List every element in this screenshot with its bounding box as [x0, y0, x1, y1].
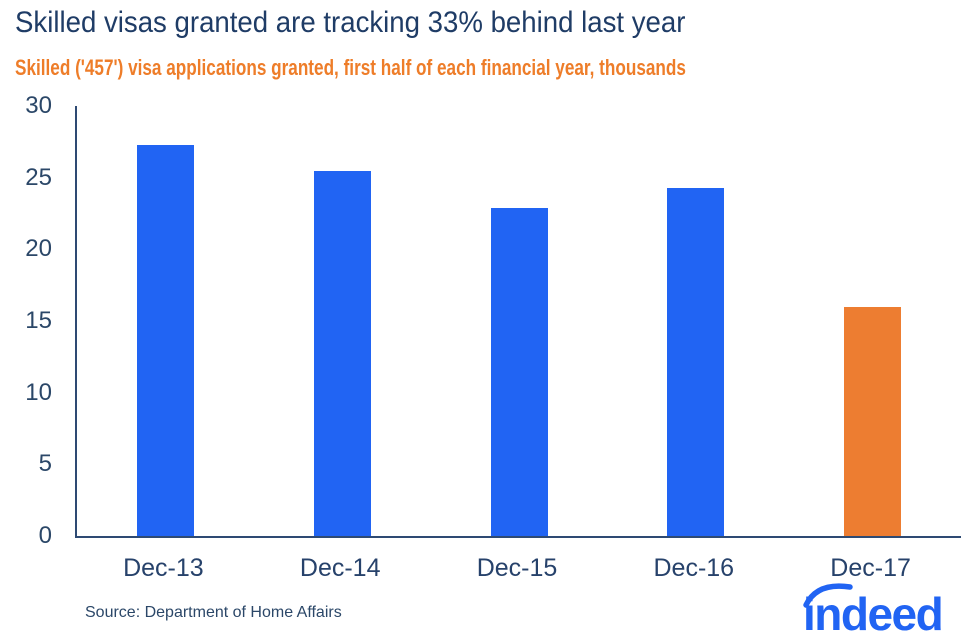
chart-title: Skilled visas granted are tracking 33% b…: [15, 6, 686, 39]
y-tick-label: 10: [25, 378, 52, 406]
x-tick-label: Dec-15: [476, 554, 558, 582]
y-tick-label: 5: [38, 450, 52, 478]
x-tick-label: Dec-17: [830, 554, 911, 582]
plot-area: [75, 106, 961, 538]
logo-wordmark: indeed: [803, 588, 942, 636]
indeed-logo: indeed: [803, 583, 944, 636]
x-tick-label: Dec-14: [299, 554, 381, 582]
y-tick-label: 30: [25, 92, 52, 119]
chart-subtitle: Skilled ('457') visa applications grante…: [15, 55, 686, 80]
logo-arc-icon: [803, 583, 853, 608]
y-tick-label: 25: [25, 163, 52, 191]
bar-Dec-17: [844, 306, 902, 536]
y-axis-labels: 0 5 10 15 20 25 30: [0, 0, 52, 638]
source-note: Source: Department of Home Affairs: [85, 604, 342, 621]
x-tick-label: Dec-16: [653, 554, 735, 582]
bar-Dec-15: [490, 207, 548, 536]
y-tick-label: 20: [25, 235, 52, 263]
x-axis-labels: Dec-13 Dec-14 Dec-15 Dec-16 Dec-17: [75, 554, 959, 588]
bar-Dec-13: [136, 144, 194, 536]
bar-Dec-14: [313, 170, 371, 536]
x-tick-label: Dec-13: [123, 554, 204, 582]
y-tick-label: 0: [38, 522, 52, 549]
y-tick-label: 15: [25, 307, 52, 334]
bar-Dec-16: [667, 187, 725, 536]
